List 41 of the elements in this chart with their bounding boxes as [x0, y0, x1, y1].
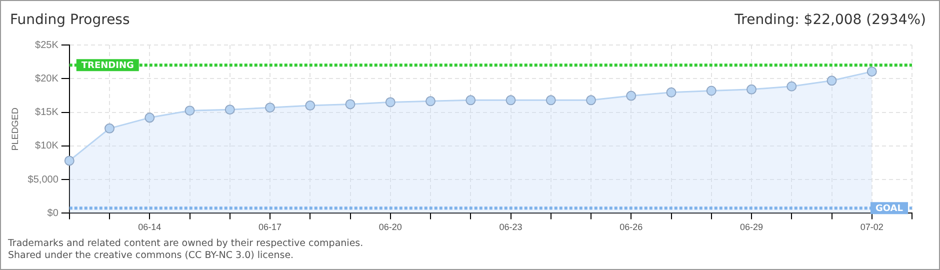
text: Shared under the creative commons (CC BY-NC 3.0) license.	[8, 250, 295, 262]
ref-line-label: TRENDING	[81, 60, 134, 71]
point	[184, 106, 195, 116]
ref-line-label: GOAL	[876, 204, 904, 214]
point	[626, 90, 636, 101]
point	[826, 76, 837, 86]
point	[466, 95, 476, 106]
y-tick-label: $10K	[35, 140, 59, 152]
point	[224, 104, 235, 115]
x-tick-label: 06-29	[740, 222, 764, 232]
point	[586, 95, 596, 106]
point	[305, 100, 316, 111]
point	[546, 95, 556, 106]
x-tick-label: 06-23	[499, 222, 522, 232]
point	[385, 97, 396, 108]
chart-subtitle: Trending: $22,008 (2934%)	[734, 12, 926, 28]
x-tick-label: 06-17	[258, 222, 282, 232]
chart-title: Funding Progress	[10, 12, 130, 28]
point	[426, 96, 436, 106]
point	[345, 99, 356, 110]
y-tick-label: $15K	[35, 107, 59, 118]
y-tick-label: $25K	[35, 40, 59, 51]
x-tick-label: 06-26	[620, 222, 643, 232]
y-axis-title: PLEDGED	[10, 107, 20, 151]
point	[64, 156, 74, 166]
point	[666, 87, 676, 98]
point	[104, 123, 115, 134]
point	[144, 112, 155, 123]
y-tick-label: $5,000	[28, 174, 59, 186]
point	[746, 84, 756, 94]
point	[265, 102, 276, 113]
y-tick-label: $20K	[35, 73, 59, 84]
x-tick-label: 07-02	[860, 222, 884, 232]
point	[866, 66, 877, 77]
point	[786, 81, 797, 92]
point	[506, 95, 516, 106]
x-tick-label: 06-14	[138, 222, 162, 232]
y-tick-label: $0	[47, 208, 59, 219]
text: Trademarks and related content are owned by their respective companies.	[8, 238, 364, 250]
point	[706, 86, 716, 96]
x-tick-label: 06-20	[378, 222, 402, 232]
